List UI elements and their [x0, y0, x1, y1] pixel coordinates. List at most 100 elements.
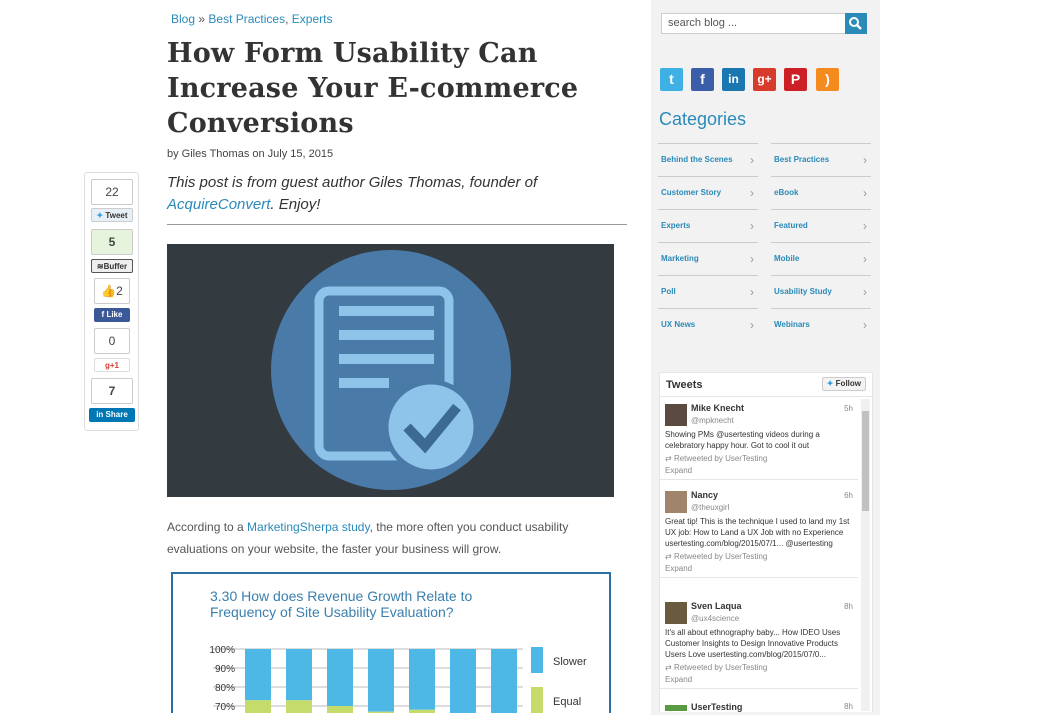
retweet-icon: ⇄	[665, 552, 672, 561]
buffer-count: 5	[91, 229, 133, 255]
tweet-handle[interactable]: @theuxgirl	[691, 503, 730, 512]
page-title: How Form Usability Can Increase Your E-c…	[167, 38, 579, 139]
acquireconvert-link[interactable]: AcquireConvert	[167, 196, 271, 213]
bar-equal	[286, 700, 312, 713]
form-check-icon	[271, 250, 511, 490]
category-label: Poll	[661, 287, 676, 296]
para-text: According to a	[167, 520, 248, 534]
category-link[interactable]: Behind the Scenes ›	[658, 143, 758, 176]
tweet-time[interactable]: 8h	[844, 702, 853, 711]
expand-link[interactable]: Expand	[665, 466, 693, 475]
breadcrumb-blog[interactable]: Blog	[171, 12, 196, 26]
category-label: Featured	[774, 221, 808, 230]
breadcrumb-best-practices[interactable]: Best Practices	[208, 12, 286, 26]
tweet-author[interactable]: UserTesting	[691, 702, 743, 712]
category-link[interactable]: Marketing ›	[658, 242, 758, 275]
category-label: Marketing	[661, 254, 699, 263]
tweet-handle[interactable]: @ux4science	[691, 614, 740, 623]
facebook-icon: f	[101, 310, 105, 319]
tweet-author[interactable]: Sven Laqua	[691, 601, 742, 611]
intro-end: . Enjoy!	[270, 196, 321, 213]
tweet-author[interactable]: Mike Knecht	[691, 403, 745, 413]
legend-swatch	[531, 647, 543, 673]
category-link[interactable]: Mobile ›	[771, 242, 871, 275]
chart: 3.30 How does Revenue Growth Relate to F…	[171, 572, 611, 713]
retweet-label: Retweeted by UserTesting	[673, 454, 768, 463]
marketingsherpa-link[interactable]: MarketingSherpa study	[247, 520, 370, 534]
rss-icon[interactable]: )	[816, 68, 839, 91]
y-tick-label: 100%	[209, 645, 235, 656]
category-label: Experts	[661, 221, 691, 230]
tweet-time[interactable]: 6h	[844, 491, 853, 500]
linkedin-share-button[interactable]: in Share	[89, 408, 135, 422]
avatar[interactable]	[665, 602, 687, 624]
breadcrumb-experts[interactable]: Experts	[291, 12, 333, 26]
tweet-time[interactable]: 8h	[844, 602, 853, 611]
chevron-right-icon: ›	[750, 285, 754, 299]
expand-link[interactable]: Expand	[665, 564, 693, 573]
chevron-right-icon: ›	[750, 318, 754, 332]
facebook-icon[interactable]: f	[691, 68, 714, 91]
like-count: 👍2	[94, 278, 130, 304]
tweet-button[interactable]: ✦ Tweet	[91, 208, 133, 222]
tweet-text: Showing PMs @usertesting videos during a…	[665, 430, 820, 450]
category-link[interactable]: Webinars ›	[771, 308, 871, 341]
category-label: UX News	[661, 320, 696, 329]
category-label: Behind the Scenes	[661, 155, 733, 164]
retweet-icon: ⇄	[665, 454, 672, 463]
avatar[interactable]	[665, 705, 687, 711]
avatar[interactable]	[665, 491, 687, 513]
google-plus-icon[interactable]: g+	[753, 68, 776, 91]
scrollbar[interactable]	[861, 399, 870, 711]
pinterest-icon[interactable]: P	[784, 68, 807, 91]
category-link[interactable]: Customer Story ›	[658, 176, 758, 209]
bar-equal	[368, 711, 394, 713]
category-link[interactable]: Usability Study ›	[771, 275, 871, 308]
category-link[interactable]: Experts ›	[658, 209, 758, 242]
avatar[interactable]	[665, 404, 687, 426]
category-link[interactable]: eBook ›	[771, 176, 871, 209]
chevron-right-icon: ›	[863, 186, 867, 200]
bar-slower	[409, 649, 435, 710]
category-label: Customer Story	[661, 188, 722, 197]
tweet-handle[interactable]: @mpknecht	[691, 416, 734, 425]
tweet: UserTesting 8h	[660, 700, 858, 713]
facebook-like-button[interactable]: f Like	[94, 308, 130, 322]
category-link[interactable]: Featured ›	[771, 209, 871, 242]
category-label: Usability Study	[774, 287, 832, 296]
linkedin-icon[interactable]: in	[722, 68, 745, 91]
twitter-bird-icon: ✦	[826, 379, 834, 388]
tweet-count: 22	[91, 179, 133, 205]
google-plus-icon: g	[104, 361, 110, 370]
chevron-right-icon: ›	[863, 153, 867, 167]
para-end: , the more often you conduct usability e…	[167, 520, 569, 556]
bar-slower	[491, 649, 517, 713]
search-button[interactable]	[845, 13, 867, 34]
categories-heading: Categories	[659, 109, 747, 129]
chart-svg: 100% 90% 80% 70% Slower Equal	[209, 645, 587, 713]
sidebar: search blog ... t f in g+ P ) Categories…	[651, 0, 880, 715]
tweet-text: It's all about ethnography baby... How I…	[665, 628, 841, 659]
legend-label: Equal	[553, 696, 581, 708]
tweet-time[interactable]: 5h	[844, 404, 853, 413]
category-link[interactable]: UX News ›	[658, 308, 758, 341]
expand-link[interactable]: Expand	[665, 675, 693, 684]
follow-button[interactable]: ✦ Follow	[821, 377, 866, 391]
tweet: Nancy @theuxgirl 6h Great tip! This is the …	[660, 486, 858, 578]
like-count-value: 2	[116, 284, 123, 298]
tweet-author[interactable]: Nancy	[691, 490, 719, 500]
category-label: Best Practices	[774, 155, 830, 164]
buffer-label: Buffer	[103, 262, 128, 271]
category-link[interactable]: Poll ›	[658, 275, 758, 308]
search-input[interactable]: search blog ...	[661, 13, 847, 34]
bar-equal	[245, 700, 271, 713]
buffer-button[interactable]: ≋Buffer	[91, 259, 133, 273]
scrollbar-thumb[interactable]	[862, 411, 869, 511]
bar-slower	[368, 649, 394, 712]
category-link[interactable]: Best Practices ›	[771, 143, 871, 176]
linkedin-count: 7	[91, 378, 133, 404]
gplus-button[interactable]: g+1	[94, 358, 130, 372]
retweet-label: Retweeted by UserTesting	[673, 663, 768, 672]
twitter-icon[interactable]: t	[660, 68, 683, 91]
intro-text: This post is from guest author Giles Tho…	[167, 174, 538, 191]
